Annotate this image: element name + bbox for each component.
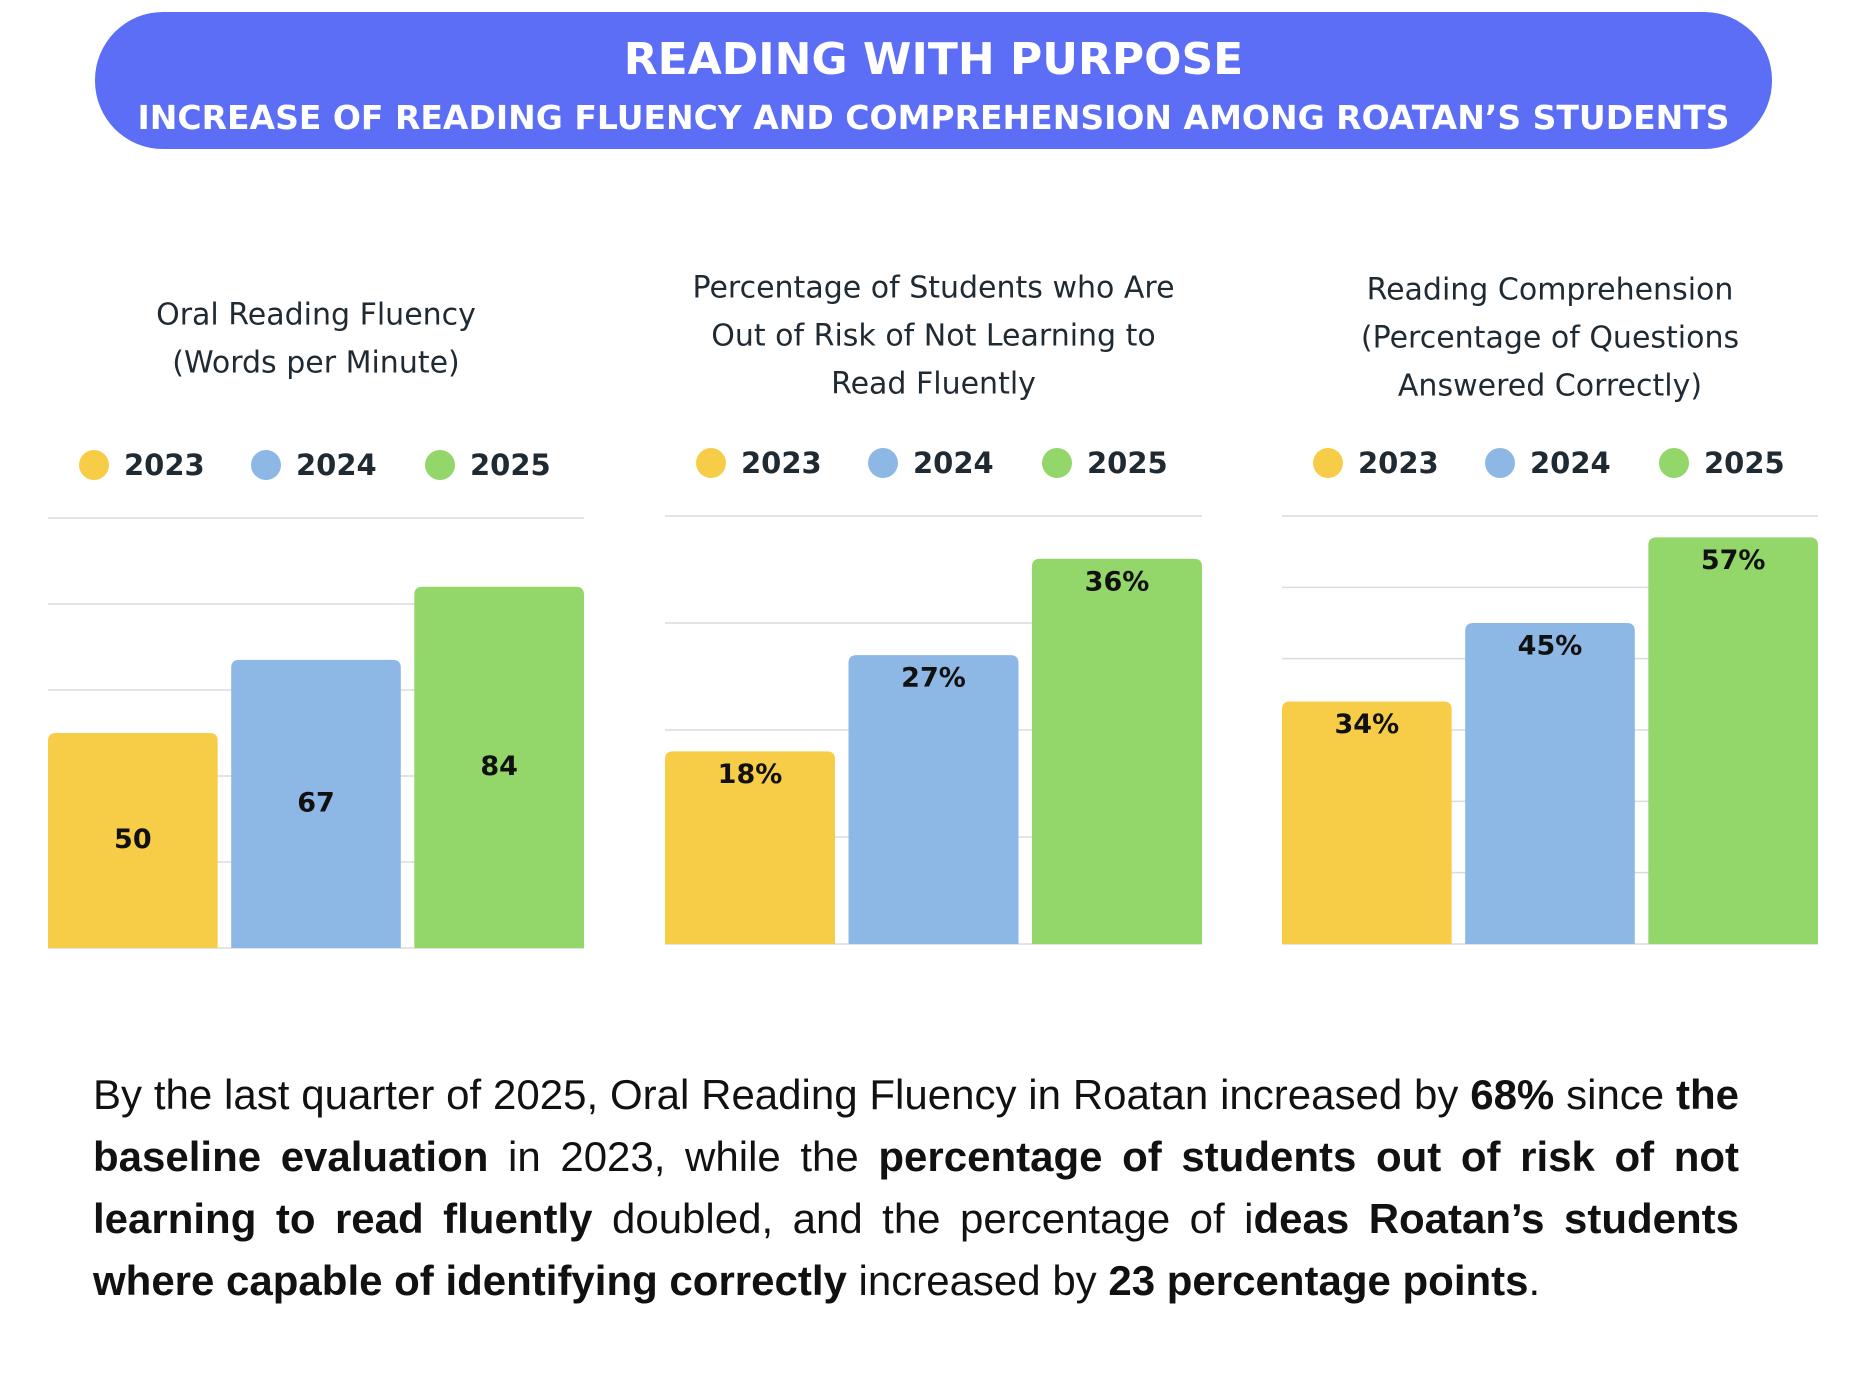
summary-text: . [1528, 1257, 1541, 1304]
chart-title: Reading Comprehension [1367, 273, 1734, 308]
legend-swatch [251, 450, 281, 480]
chart-title: Out of Risk of Not Learning to [711, 319, 1156, 354]
chart-title: (Percentage of Questions [1361, 321, 1739, 356]
legend-swatch [1313, 448, 1343, 478]
bar [665, 751, 835, 944]
value-label: 34% [1335, 709, 1400, 740]
bar [1282, 701, 1452, 944]
summary-text: doubled, and the percentage of i [592, 1195, 1254, 1242]
summary-text: the baseline evaluation [93, 1071, 1739, 1180]
header-subtitle: INCREASE OF READING FLUENCY AND COMPREHE… [137, 98, 1730, 137]
legend-swatch [425, 450, 455, 480]
summary-text: percentage of students out of risk of no… [93, 1133, 1739, 1242]
bar [1032, 558, 1202, 944]
legend-label: 2023 [1358, 446, 1439, 480]
value-label: 45% [1518, 631, 1583, 662]
legend-swatch [1659, 448, 1689, 478]
bar [231, 659, 401, 948]
value-label: 57% [1701, 545, 1766, 576]
value-label: 27% [901, 663, 966, 694]
value-label: 18% [718, 759, 783, 790]
bar [1465, 623, 1635, 944]
value-label: 50 [114, 824, 152, 855]
summary-text: 23 percentage points [1108, 1257, 1529, 1304]
value-label: 84 [480, 751, 518, 782]
bar [1648, 537, 1818, 944]
chart-title: (Words per Minute) [172, 346, 460, 381]
bar [414, 586, 584, 948]
legend-label: 2023 [741, 446, 822, 480]
legend-label: 2024 [1530, 446, 1611, 480]
legend-label: 2025 [470, 448, 551, 482]
legend-label: 2024 [913, 446, 994, 480]
legend-swatch [1485, 448, 1515, 478]
legend-label: 2025 [1704, 446, 1785, 480]
value-label: 36% [1085, 566, 1150, 597]
legend-label: 2024 [296, 448, 377, 482]
legend-label: 2023 [124, 448, 205, 482]
legend-swatch [79, 450, 109, 480]
summary-text: since [1554, 1071, 1676, 1118]
legend-label: 2025 [1087, 446, 1168, 480]
header-banner: READING WITH PURPOSE INCREASE OF READING… [95, 12, 1772, 149]
summary-text: in 2023, while the [488, 1133, 879, 1180]
chart-title: Read Fluently [831, 367, 1036, 402]
summary-paragraph: By the last quarter of 2025, Oral Readin… [93, 1064, 1739, 1312]
header-title: READING WITH PURPOSE [623, 34, 1244, 85]
chart-title: Oral Reading Fluency [156, 298, 476, 333]
summary-text: deas Roatan’s students where capable of … [93, 1195, 1739, 1304]
bar [848, 655, 1019, 944]
summary-text: increased by [846, 1257, 1109, 1304]
bar [48, 733, 218, 948]
legend-swatch [868, 448, 898, 478]
value-label: 67 [297, 787, 335, 818]
chart-title: Answered Correctly) [1398, 369, 1702, 404]
summary-text: By the last quarter of 2025, Oral Readin… [93, 1071, 1471, 1118]
chart-title: Percentage of Students who Are [692, 271, 1174, 306]
legend-swatch [1042, 448, 1072, 478]
legend-swatch [696, 448, 726, 478]
summary-text: 68% [1470, 1071, 1555, 1118]
